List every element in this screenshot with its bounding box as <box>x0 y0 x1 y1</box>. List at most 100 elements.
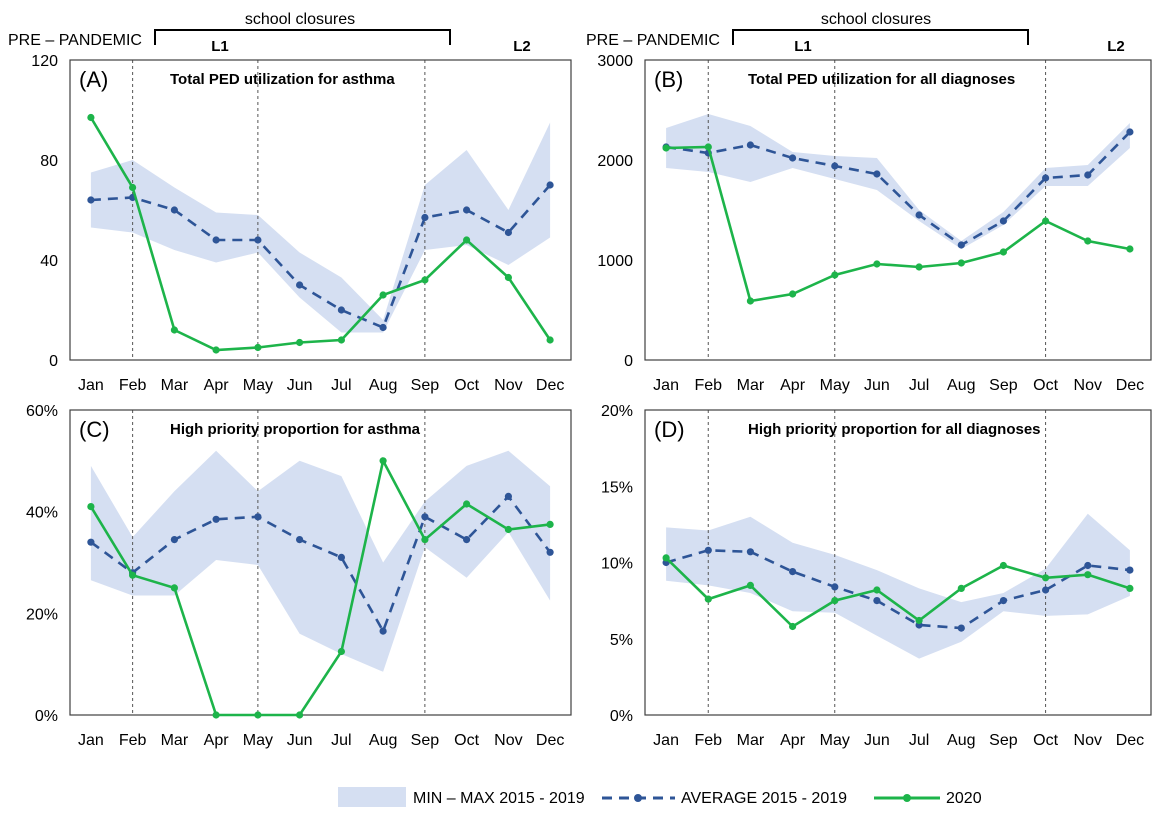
x-tick-label: Nov <box>1074 377 1102 394</box>
min-max-band <box>666 114 1130 249</box>
average-2015-2019-point <box>831 583 839 591</box>
series-2020-point <box>746 297 755 305</box>
average-2015-2019-point <box>421 213 429 222</box>
series-2020-point <box>957 584 965 593</box>
plot-frame <box>69 409 572 716</box>
series-2020-point <box>87 113 95 122</box>
plot-frame <box>644 59 1152 361</box>
legend-band-label: MIN – MAX 2015 - 2019 <box>413 790 585 807</box>
series-2020-point <box>546 336 554 344</box>
x-tick-label: Oct <box>1033 732 1058 749</box>
series-2020-point <box>704 595 712 603</box>
y-tick-label: 40 <box>40 253 58 270</box>
x-tick-label: Aug <box>369 377 397 394</box>
average-2015-2019-point <box>1042 586 1050 594</box>
min-max-band <box>90 122 551 333</box>
legend-average-marker <box>634 794 642 802</box>
x-tick-label: Jun <box>287 732 313 749</box>
y-tick-label: 80 <box>40 153 58 170</box>
x-tick-label: Aug <box>947 377 975 394</box>
series-2020-point <box>662 554 670 562</box>
l1-label-right: L1 <box>794 38 812 55</box>
average-2015-2019-point <box>296 536 304 544</box>
plot-frame <box>69 59 572 361</box>
x-tick-label: Jul <box>909 732 929 749</box>
average-2015-2019-point <box>421 513 429 521</box>
x-tick-label: Feb <box>694 732 722 749</box>
average-2015-2019-point <box>170 536 178 544</box>
series-2020-point <box>999 248 1008 256</box>
x-tick-label: May <box>820 377 850 394</box>
x-tick-label: May <box>243 377 273 394</box>
average-2015-2019-point <box>789 568 797 576</box>
average-2015-2019-point <box>504 492 512 500</box>
x-tick-label: Feb <box>119 732 147 749</box>
x-tick-label: Jan <box>78 732 104 749</box>
average-2015-2019-point <box>873 170 881 178</box>
series-2020-point <box>831 271 839 279</box>
series-2020-point <box>504 273 512 282</box>
school-closures-label-left: school closures <box>245 11 355 28</box>
y-tick-label: 3000 <box>597 53 633 70</box>
y-tick-label: 1000 <box>597 253 633 270</box>
series-2020-point <box>337 336 345 344</box>
series-2020-point <box>1084 237 1092 245</box>
series-2020-point <box>915 616 923 625</box>
x-tick-label: Oct <box>454 377 479 394</box>
legend-2020-marker <box>903 794 911 802</box>
series-2020-point <box>789 622 797 631</box>
average-2015-2019-point <box>999 217 1008 225</box>
average-2015-2019-point <box>831 162 839 170</box>
series-2020-point <box>463 236 471 244</box>
x-tick-label: Dec <box>536 377 564 394</box>
series-2020-point <box>999 561 1008 570</box>
x-tick-label: Mar <box>161 732 189 749</box>
average-2015-2019-point <box>746 141 755 149</box>
series-2020-point <box>789 290 797 298</box>
y-tick-label: 5% <box>610 632 633 649</box>
series-2020-point <box>129 183 137 192</box>
series-2020-point <box>1042 217 1050 225</box>
y-tick-label: 0% <box>35 708 58 725</box>
school-closures-bracket-right <box>732 29 1029 45</box>
series-2020-point <box>463 500 471 508</box>
series-2020-point <box>831 597 839 605</box>
series-2020-point <box>662 144 670 152</box>
y-tick-label: 120 <box>31 53 58 70</box>
y-tick-label: 0 <box>49 353 58 370</box>
x-tick-label: Apr <box>204 732 230 749</box>
series-2020-point <box>296 338 304 347</box>
x-tick-label: Jan <box>78 377 104 394</box>
x-tick-label: Nov <box>494 377 522 394</box>
y-tick-label: 15% <box>601 479 633 496</box>
series-2020-point <box>873 260 881 268</box>
x-tick-label: Jun <box>864 732 890 749</box>
average-2015-2019-line <box>665 548 1131 630</box>
series-2020-line <box>89 457 551 717</box>
min-max-band <box>90 450 551 672</box>
x-tick-label: Apr <box>204 377 230 394</box>
series-2020-point <box>421 276 429 284</box>
min-max-band <box>666 513 1130 659</box>
panel-title: High priority proportion for asthma <box>170 421 421 438</box>
x-tick-label: Jul <box>331 732 351 749</box>
average-2015-2019-point <box>337 553 345 562</box>
chart-panel-2: 0 1000 2000 3000 Jan Feb Mar Apr May Jun Jul Aug Sep… <box>597 53 1152 394</box>
series-2020-point <box>1084 571 1092 579</box>
x-tick-label: Mar <box>161 377 189 394</box>
series-2020-point <box>421 536 429 544</box>
average-2015-2019-point <box>1126 128 1134 136</box>
x-tick-label: Jul <box>909 377 929 394</box>
x-tick-label: Dec <box>1116 732 1144 749</box>
x-tick-label: Jan <box>653 732 679 749</box>
series-2020-point <box>704 143 712 151</box>
l2-label-left: L2 <box>513 38 531 55</box>
y-tick-label: 60% <box>26 403 58 420</box>
panel-title: Total PED utilization for all diagnoses <box>748 71 1015 88</box>
pre-pandemic-label-left: PRE – PANDEMIC <box>8 32 142 49</box>
series-2020-point <box>337 647 345 656</box>
series-2020-point <box>504 525 512 534</box>
series-2020-point <box>87 503 95 511</box>
average-2015-2019-line <box>90 494 552 635</box>
